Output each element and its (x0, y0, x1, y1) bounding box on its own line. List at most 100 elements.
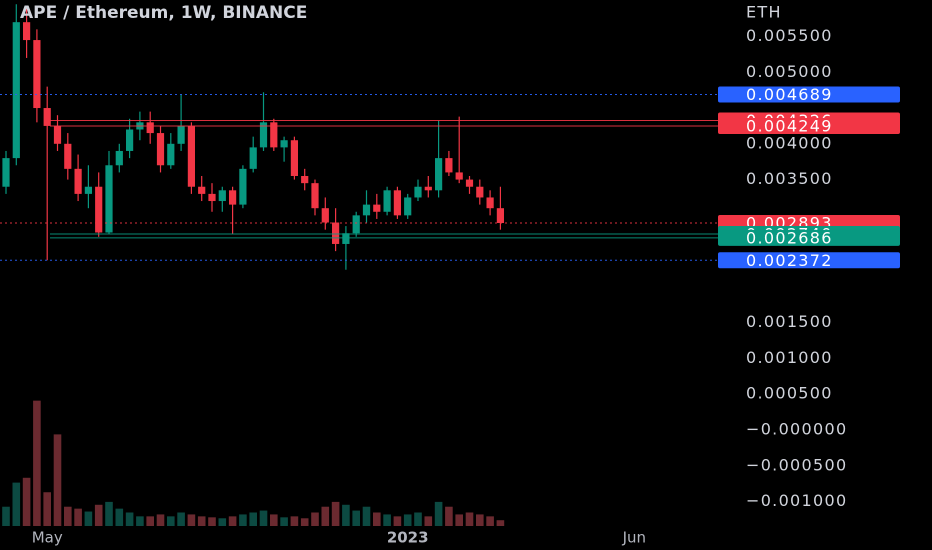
plot (0, 4, 718, 526)
candle-body (465, 179, 474, 187)
candle-body (332, 222, 340, 244)
candle-body (393, 190, 401, 216)
candle-body (229, 190, 237, 205)
candle-body (280, 140, 288, 148)
volume-bar (414, 512, 422, 526)
volume-bar (342, 504, 350, 526)
candle-body (33, 40, 41, 109)
candle-body (404, 197, 412, 216)
volume-bar (115, 508, 124, 526)
volume-bar (445, 506, 453, 526)
candle-body (23, 22, 31, 41)
price-badge (718, 252, 900, 269)
volume-bar (177, 512, 185, 526)
candle-body (198, 186, 206, 194)
volume-bar (321, 506, 330, 526)
volume-bar (53, 434, 62, 526)
volume-bar (311, 512, 319, 526)
candle-body (311, 183, 319, 209)
candle-body (362, 204, 371, 216)
volume-bar (331, 501, 340, 526)
candle-body (115, 150, 123, 166)
price-badge (718, 229, 900, 246)
candle-body (270, 122, 278, 148)
overlay: May 2023 Jun 0.005500 0.005000 0.004000 0.0035… (32, 26, 900, 547)
price-badge-label: 0.002686 (746, 228, 833, 247)
candle-body (342, 233, 350, 244)
volume-bar (383, 514, 391, 526)
volume-bar (64, 506, 72, 526)
volume-bar (33, 400, 41, 526)
candle-body (105, 165, 113, 233)
volume-bar (352, 510, 360, 526)
y-tick-label: 0.001000 (746, 348, 833, 367)
candle-body (486, 197, 494, 209)
volume-bar (373, 512, 381, 526)
volume-bar (167, 516, 175, 526)
candle-body (239, 168, 247, 205)
candle-body (249, 147, 257, 169)
volume-bar (403, 514, 412, 526)
candle-body (12, 22, 20, 159)
volume-bar (218, 518, 227, 526)
candle-body (64, 143, 72, 169)
price-badge-label: 0.004689 (746, 85, 833, 104)
volume-bar (259, 510, 268, 526)
candle-body (352, 215, 360, 234)
candle-body (126, 129, 134, 151)
volume-bar (146, 516, 154, 526)
volume-bar (84, 511, 93, 526)
candle-body (455, 172, 463, 180)
price-badge (718, 86, 900, 103)
candle-body (208, 193, 216, 202)
volume-bar (362, 506, 371, 526)
candle-body (259, 122, 268, 148)
volume-bar (125, 512, 134, 526)
candle-body (146, 122, 154, 134)
volume-bar (94, 504, 103, 526)
chart-title: APE / Ethereum, 1W, BINANCE (20, 3, 307, 23)
price-badge-label: 0.002372 (746, 251, 833, 270)
candle-body (156, 133, 165, 166)
candle-body (445, 158, 453, 173)
candle-body (435, 158, 443, 191)
volume-bar (270, 514, 278, 526)
volume-bar (496, 520, 505, 526)
volume-bar (136, 516, 144, 526)
y-tick-label: −0.000000 (746, 419, 847, 438)
candle-body (496, 208, 504, 224)
price-badge (718, 117, 900, 134)
y-tick-label: 0.005000 (746, 62, 833, 81)
volume-bar (43, 492, 51, 526)
candle-body (95, 186, 103, 233)
x-tick-label: May (32, 529, 63, 547)
candle-body (187, 125, 195, 187)
candle-body (373, 204, 381, 212)
price-badge-label: 0.004249 (746, 116, 833, 135)
y-tick-label: 0.000500 (746, 384, 833, 403)
volume-bar (424, 516, 433, 526)
candle-body (383, 190, 391, 212)
candle-body (218, 190, 226, 202)
candle-body (476, 186, 484, 198)
candle-body (414, 186, 422, 198)
volume-bar (22, 477, 31, 526)
volume-bar (476, 514, 484, 526)
axis-unit: ETH (746, 3, 782, 22)
candle-body (53, 125, 62, 144)
candle-body (167, 143, 175, 166)
volume-bar (393, 516, 402, 526)
volume-bar (208, 517, 216, 526)
volume-bar (434, 501, 443, 526)
x-tick-label: 2023 (387, 529, 429, 547)
candle-body (177, 125, 185, 144)
volume-bar (280, 517, 288, 526)
volume-bar (12, 482, 21, 526)
volume-bar (74, 508, 82, 526)
volume-bar (187, 514, 196, 526)
volume-bar (197, 516, 206, 526)
y-tick-label: 0.005500 (746, 26, 833, 45)
y-tick-label: 0.004000 (746, 133, 833, 152)
candle-body (2, 158, 10, 187)
